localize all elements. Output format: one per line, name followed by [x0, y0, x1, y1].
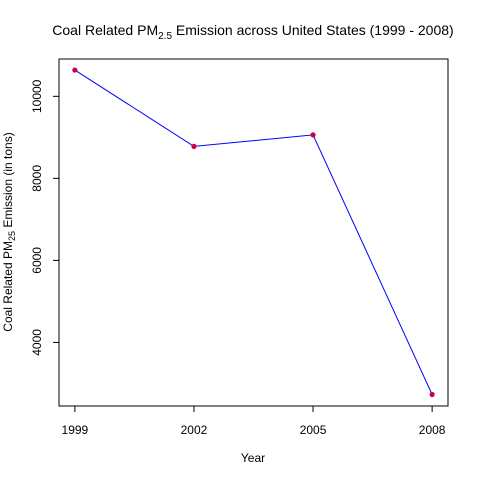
x-tick-label: 2002 — [181, 423, 208, 437]
x-axis-label: Year — [241, 451, 265, 465]
y-tick-label: 4000 — [30, 329, 44, 356]
series-emission — [72, 67, 435, 398]
chart-title-prefix: Coal Related PM — [52, 22, 158, 38]
y-axis: 4000 6000 8000 10000 — [30, 79, 59, 356]
y-axis-label: Coal Related PM25 Emission (in tons) — [1, 132, 17, 331]
chart-title-suffix: Emission across United States (1999 - 20… — [172, 22, 454, 38]
data-point — [429, 391, 435, 398]
plot-frame — [58, 58, 449, 407]
y-axis-label-subscript: 25 — [7, 231, 17, 241]
data-point — [310, 132, 316, 138]
series-line — [74, 69, 433, 395]
x-tick-label: 2005 — [300, 423, 327, 437]
chart-title: Coal Related PM2.5 Emission across Unite… — [52, 22, 453, 42]
y-tick-label: 6000 — [30, 247, 44, 274]
data-point — [72, 67, 78, 73]
y-axis-label-suffix: Emission (in tons) — [1, 132, 15, 231]
y-tick-label: 8000 — [30, 165, 44, 192]
x-axis: 1999 2002 2005 2008 — [62, 406, 446, 437]
y-tick-label: 10000 — [30, 79, 44, 113]
x-tick-label: 2008 — [419, 423, 446, 437]
y-axis-label-prefix: Coal Related PM — [1, 241, 15, 332]
chart-title-subscript: 2.5 — [158, 31, 172, 42]
data-point — [191, 143, 197, 149]
x-tick-label: 1999 — [62, 423, 89, 437]
